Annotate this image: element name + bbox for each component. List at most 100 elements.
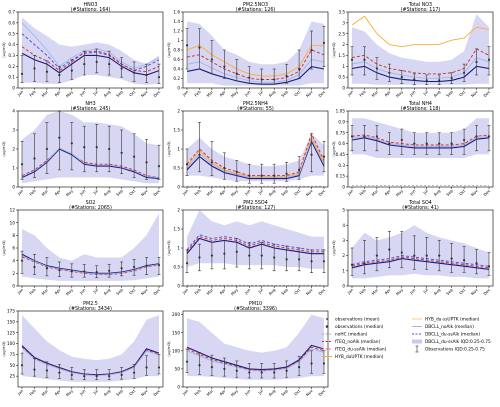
obs-point (273, 78, 276, 81)
obs-point (45, 70, 49, 73)
x-tick-label: Jan (346, 287, 355, 296)
y-tick-label: 6 (12, 246, 15, 251)
y-tick-label: 125 (7, 330, 15, 335)
obs-point (83, 146, 86, 149)
x-tick-label: Jun (408, 287, 417, 296)
legend-label: observations (mean) (335, 317, 380, 323)
obs-point (413, 254, 416, 257)
y-tick-label: 1 (177, 147, 180, 152)
axes-frame (17, 310, 164, 388)
obs-point (223, 367, 226, 371)
obs-point (375, 67, 379, 70)
x-tick-label: Oct (293, 89, 302, 98)
x-tick-label: May (65, 188, 75, 198)
obs-point (487, 58, 491, 61)
obs-point (120, 373, 123, 376)
obs-point (20, 72, 24, 75)
y-tick-label: 1 (12, 166, 15, 171)
obs-point (248, 174, 251, 177)
legend-item-obs_iqr: Observations IQD:0.25-0.75 (415, 345, 485, 353)
y-tick-label: 12 (10, 208, 16, 213)
obs-point (95, 375, 98, 378)
obs-point (297, 258, 301, 261)
x-tick-label: Oct (293, 388, 302, 397)
legend-label: fTEQ_du-ssAlk (median) (335, 347, 387, 353)
x-tick-label: May (65, 388, 75, 398)
x-tick-label: Mar (205, 287, 214, 296)
y-tick-label: 100 (172, 348, 180, 353)
panel-subtitle: (#Stations: 126) (236, 7, 276, 13)
x-tick-label: Nov (305, 89, 314, 98)
x-tick-label: Jan (181, 89, 190, 98)
legend-label: DBCLL_du-ssAlk IQD:0.25-0.75 (425, 339, 491, 345)
obs-point (20, 259, 24, 262)
panel-pm2-5so4: PM2.5SO4(#Stations: 127) 0 0.5 1 1.5 2 (µg/m3)… (166, 200, 329, 296)
y-tick-label: 5 (342, 208, 345, 213)
obs-point (310, 153, 313, 156)
y-tick-label: 4 (12, 109, 15, 114)
obs-point (132, 71, 136, 74)
series-fTEQ_noAlk (21, 256, 160, 276)
x-tick-label: Jun (243, 188, 252, 197)
y-tick-label: 75 (10, 352, 16, 357)
obs-point (375, 254, 379, 257)
legend-item-HYB_duUPTK: HYB_duUPTK (median) (322, 354, 384, 360)
obs-point (297, 365, 301, 369)
obs-point (413, 142, 416, 145)
obs-point (363, 135, 366, 138)
x-tick-label: Sep (115, 287, 124, 296)
y-tick-label: 1.4 (173, 19, 180, 24)
legend-label: DBCLL_noAlk (median) (425, 324, 474, 330)
panel-subtitle: (#Stations: 164) (71, 7, 111, 13)
x-tick-label: Oct (293, 287, 302, 296)
obs-point (235, 250, 238, 253)
x-tick-label: Jul (421, 188, 429, 196)
y-tick-label: 0 (177, 284, 180, 289)
legend-marker (325, 325, 329, 328)
y-tick-label: 0 (177, 385, 180, 390)
legend-label: fTEQ_noAlk (median) (335, 339, 381, 345)
legend-item-DBCLL_du_ssAlk: DBCLL_du-ssAlk IQD:0.25-0.75 (412, 339, 491, 345)
x-tick-label: Aug (267, 89, 276, 98)
x-tick-label: Jul (421, 287, 429, 295)
y-tick-label: 100 (7, 341, 15, 346)
obs-point (95, 60, 98, 64)
x-tick-label: May (230, 388, 240, 398)
axes-frame (182, 310, 329, 388)
x-tick-label: Sep (280, 287, 289, 296)
y-tick-label: 4 (342, 223, 345, 228)
series-DBCLL_noAlk (186, 348, 325, 372)
x-tick-label: Jun (78, 287, 87, 296)
x-tick-label: Aug (432, 188, 441, 197)
obs-point (20, 364, 24, 367)
x-tick-label: Feb (28, 287, 37, 296)
iqr-band (187, 21, 324, 86)
x-tick-label: Apr (218, 89, 227, 98)
x-tick-label: Aug (102, 188, 111, 197)
y-tick-label: 1 (342, 64, 345, 69)
y-axis-label: (µg/m3) (166, 42, 171, 58)
legend-item-fTEQ_du_ssAlk: fTEQ_du-ssAlk (median) (322, 347, 387, 353)
x-tick-label: Sep (280, 388, 289, 397)
obs-point (120, 67, 123, 70)
obs-point (285, 75, 288, 78)
obs-point (400, 251, 403, 254)
obs-point (198, 46, 201, 49)
legend-swatch (412, 339, 422, 344)
legend-item-noHC: noHC (median) (322, 332, 368, 338)
panel-subtitle: (#Stations: 3396) (234, 306, 277, 312)
x-tick-label: Apr (53, 287, 62, 296)
obs-point (157, 366, 161, 369)
y-tick-label: 1 (177, 246, 180, 251)
obs-point (223, 65, 226, 68)
y-tick-label: 1 (342, 268, 345, 273)
y-tick-label: 4 (12, 258, 15, 263)
obs-point (223, 166, 226, 170)
obs-point (223, 252, 226, 255)
series-DBCLL_noAlk (186, 138, 325, 178)
series-HYB_duUPTK (351, 15, 490, 48)
x-tick-label: Aug (267, 287, 276, 296)
y-tick-label: 0.4 (8, 42, 15, 47)
obs-point (363, 262, 366, 265)
x-tick-label: Feb (28, 188, 37, 197)
